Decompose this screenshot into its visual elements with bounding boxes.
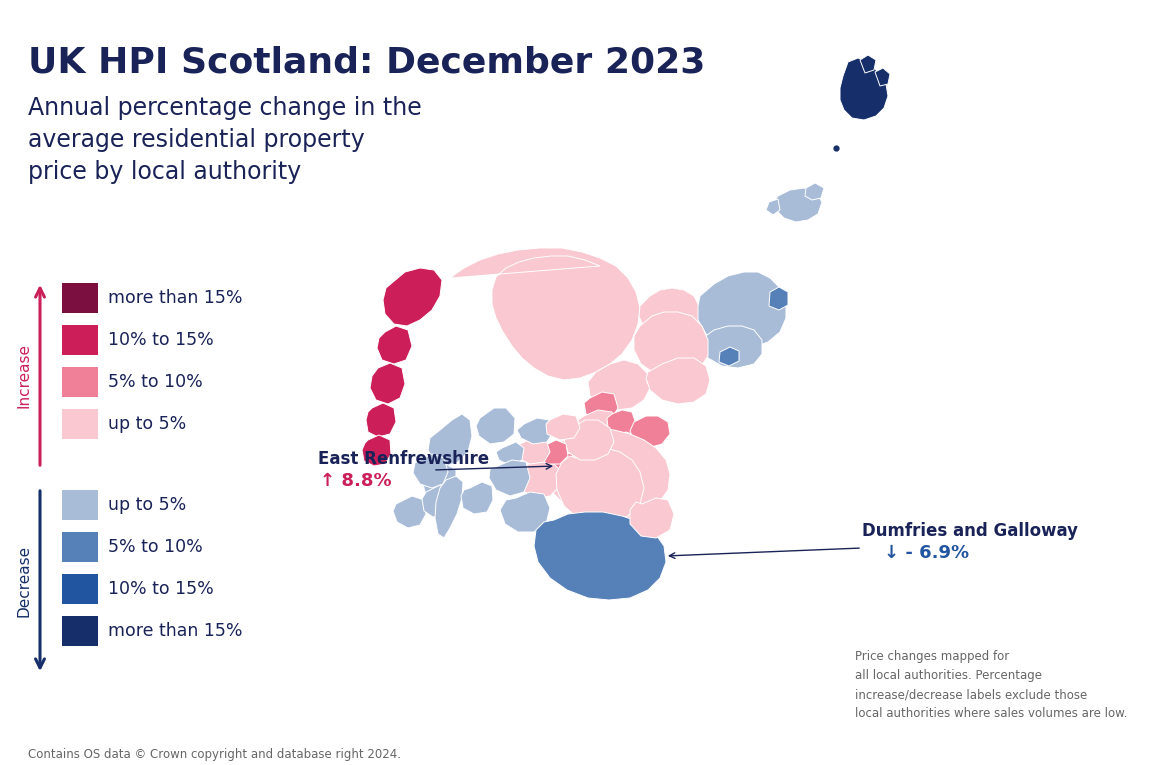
Polygon shape — [583, 392, 618, 420]
Polygon shape — [450, 248, 640, 380]
FancyBboxPatch shape — [61, 574, 97, 604]
Polygon shape — [556, 448, 644, 524]
Polygon shape — [775, 188, 822, 222]
Polygon shape — [699, 326, 762, 368]
Text: Annual percentage change in the: Annual percentage change in the — [28, 96, 422, 120]
FancyBboxPatch shape — [61, 409, 97, 439]
Polygon shape — [578, 410, 616, 440]
Polygon shape — [719, 347, 739, 366]
Text: Increase: Increase — [16, 343, 31, 408]
Polygon shape — [476, 408, 515, 444]
Text: up to 5%: up to 5% — [108, 415, 187, 433]
Text: UK HPI Scotland: December 2023: UK HPI Scotland: December 2023 — [28, 45, 705, 79]
Polygon shape — [646, 358, 710, 404]
Polygon shape — [630, 498, 674, 538]
Polygon shape — [805, 183, 824, 200]
Text: more than 15%: more than 15% — [108, 622, 242, 640]
Polygon shape — [630, 416, 670, 448]
Polygon shape — [367, 403, 396, 437]
Text: 10% to 15%: 10% to 15% — [108, 331, 213, 349]
Polygon shape — [428, 414, 472, 466]
Polygon shape — [422, 485, 450, 517]
Polygon shape — [698, 272, 786, 348]
Polygon shape — [546, 414, 580, 440]
Polygon shape — [413, 454, 448, 488]
Polygon shape — [383, 268, 442, 326]
Polygon shape — [490, 460, 530, 496]
Text: 5% to 10%: 5% to 10% — [108, 373, 203, 391]
Polygon shape — [766, 199, 780, 215]
Text: 5% to 10%: 5% to 10% — [108, 538, 203, 556]
Text: Decrease: Decrease — [16, 545, 31, 617]
Polygon shape — [543, 452, 577, 478]
Polygon shape — [538, 440, 568, 464]
Polygon shape — [496, 442, 524, 466]
Text: ↑ 8.8%: ↑ 8.8% — [320, 472, 392, 490]
Polygon shape — [514, 438, 550, 464]
Polygon shape — [860, 55, 876, 73]
Polygon shape — [393, 496, 426, 528]
Text: ↓ - 6.9%: ↓ - 6.9% — [884, 544, 969, 562]
Polygon shape — [377, 326, 412, 364]
Text: Contains OS data © Crown copyright and database right 2024.: Contains OS data © Crown copyright and d… — [28, 748, 401, 761]
Polygon shape — [607, 410, 636, 436]
Polygon shape — [362, 435, 391, 466]
FancyBboxPatch shape — [61, 490, 97, 520]
FancyBboxPatch shape — [61, 616, 97, 646]
Polygon shape — [588, 360, 650, 410]
Polygon shape — [461, 482, 493, 514]
Polygon shape — [875, 68, 890, 86]
Polygon shape — [546, 428, 670, 522]
Polygon shape — [647, 370, 667, 388]
Text: East Renfrewshire: East Renfrewshire — [318, 450, 490, 468]
FancyBboxPatch shape — [61, 367, 97, 397]
Text: Price changes mapped for
all local authorities. Percentage
increase/decrease lab: Price changes mapped for all local autho… — [855, 650, 1128, 720]
Text: average residential property: average residential property — [28, 128, 364, 152]
Polygon shape — [769, 287, 788, 310]
Polygon shape — [635, 312, 708, 377]
Text: price by local authority: price by local authority — [28, 160, 302, 184]
FancyBboxPatch shape — [61, 325, 97, 355]
Polygon shape — [370, 363, 405, 404]
Polygon shape — [517, 418, 553, 444]
Text: up to 5%: up to 5% — [108, 496, 187, 514]
FancyBboxPatch shape — [61, 283, 97, 313]
Polygon shape — [639, 288, 699, 342]
Polygon shape — [840, 58, 889, 120]
Text: Dumfries and Galloway: Dumfries and Galloway — [862, 522, 1078, 540]
Polygon shape — [422, 464, 456, 498]
Text: 10% to 15%: 10% to 15% — [108, 580, 213, 598]
Text: more than 15%: more than 15% — [108, 289, 242, 307]
Polygon shape — [534, 512, 666, 600]
Polygon shape — [607, 432, 640, 460]
Polygon shape — [515, 460, 560, 498]
Polygon shape — [500, 492, 550, 532]
FancyBboxPatch shape — [61, 532, 97, 562]
Polygon shape — [564, 420, 614, 460]
Polygon shape — [435, 476, 463, 538]
